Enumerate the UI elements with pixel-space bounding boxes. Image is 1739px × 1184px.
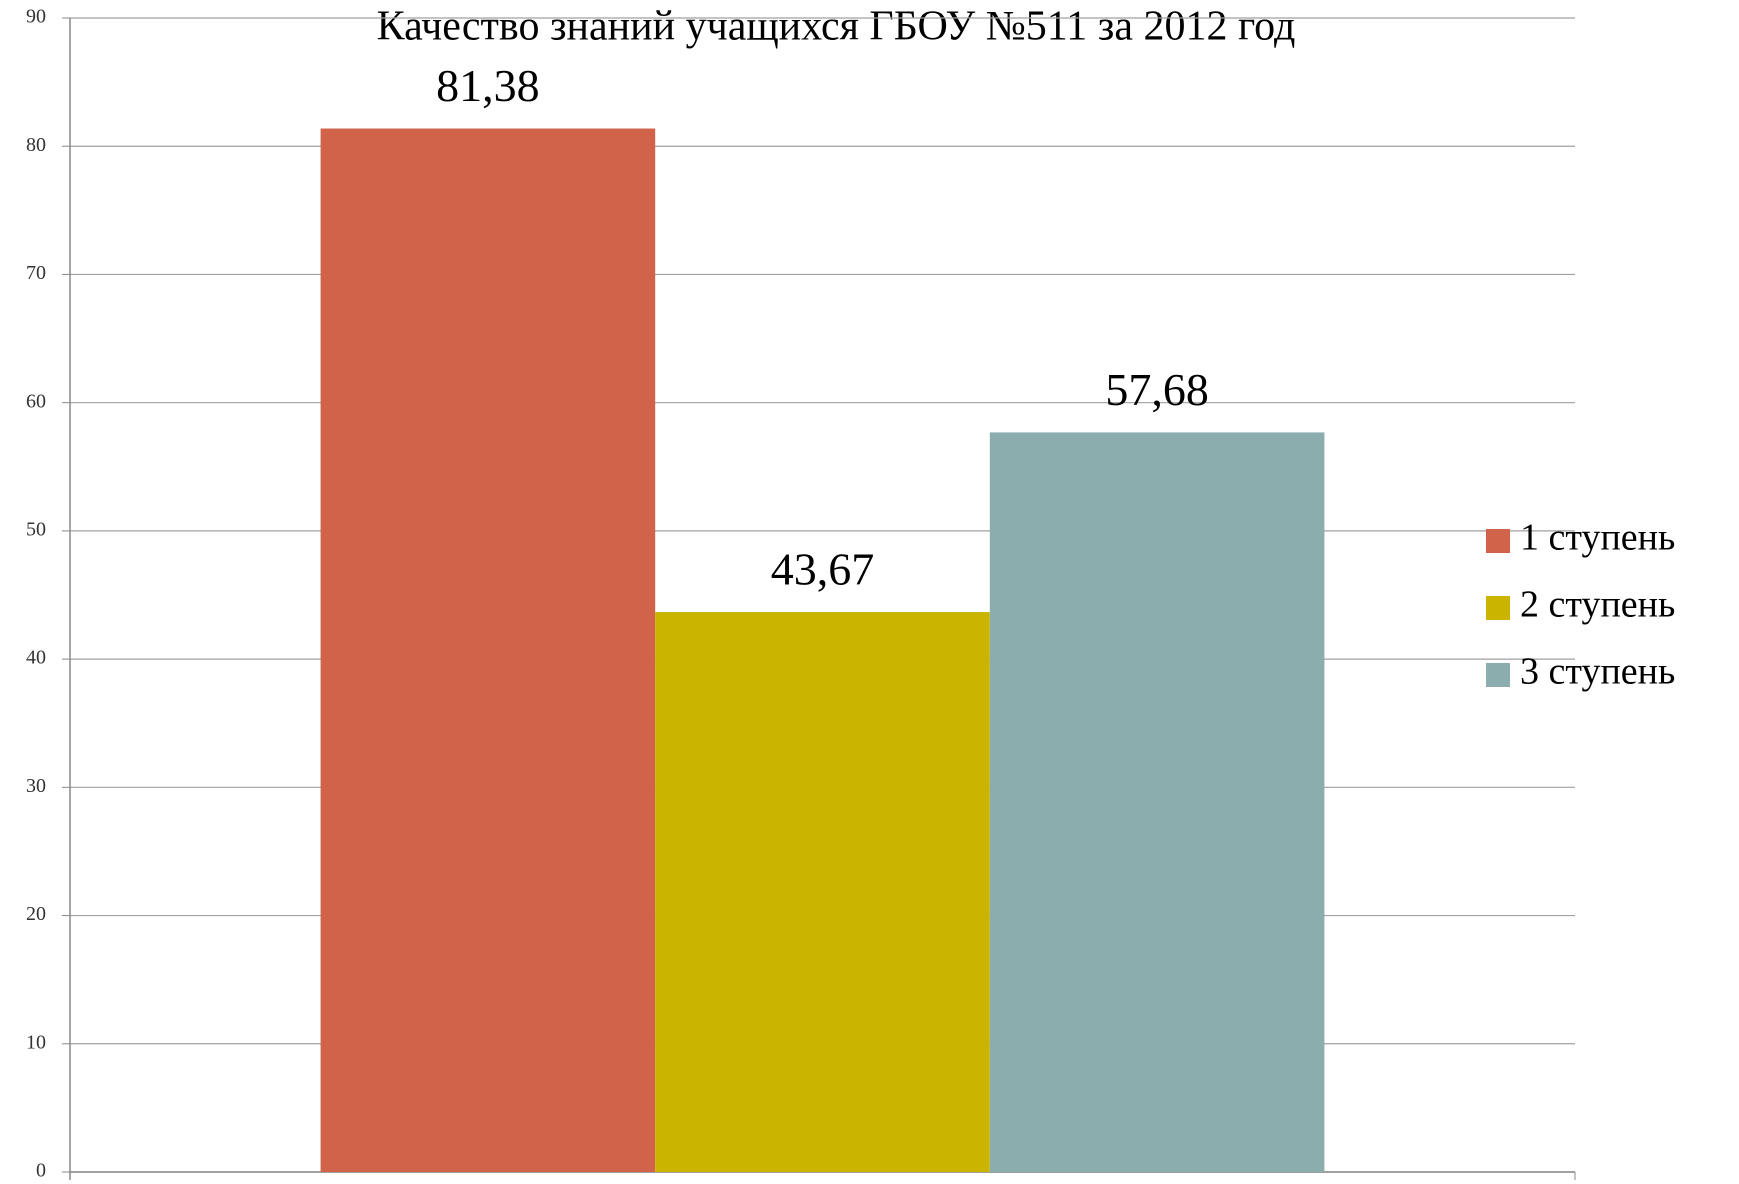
y-tick-label: 70 bbox=[26, 262, 46, 284]
legend-swatch bbox=[1486, 529, 1510, 553]
bar bbox=[320, 128, 656, 1172]
y-tick-label: 80 bbox=[26, 134, 46, 156]
legend-swatch bbox=[1486, 663, 1510, 687]
y-tick-label: 10 bbox=[26, 1031, 46, 1053]
chart-title: Качество знаний учащихся ГБОУ №511 за 20… bbox=[377, 4, 1296, 50]
y-tick-label: 90 bbox=[26, 6, 46, 28]
legend-swatch bbox=[1486, 596, 1510, 620]
legend-label: 3 ступень bbox=[1520, 651, 1675, 693]
legend-label: 2 ступень bbox=[1520, 584, 1675, 626]
bar bbox=[989, 432, 1325, 1173]
bar bbox=[655, 612, 990, 1172]
y-tick-label: 50 bbox=[26, 518, 46, 540]
legend-label: 1 ступень bbox=[1520, 517, 1675, 559]
data-label: 43,67 bbox=[771, 544, 875, 595]
data-label: 57,68 bbox=[1105, 364, 1209, 415]
y-tick-label: 40 bbox=[26, 647, 46, 669]
y-tick-label: 30 bbox=[26, 775, 46, 797]
data-label: 81,38 bbox=[436, 60, 540, 111]
y-tick-label: 0 bbox=[36, 1160, 46, 1182]
y-tick-label: 60 bbox=[26, 390, 46, 412]
y-tick-label: 20 bbox=[26, 903, 46, 925]
